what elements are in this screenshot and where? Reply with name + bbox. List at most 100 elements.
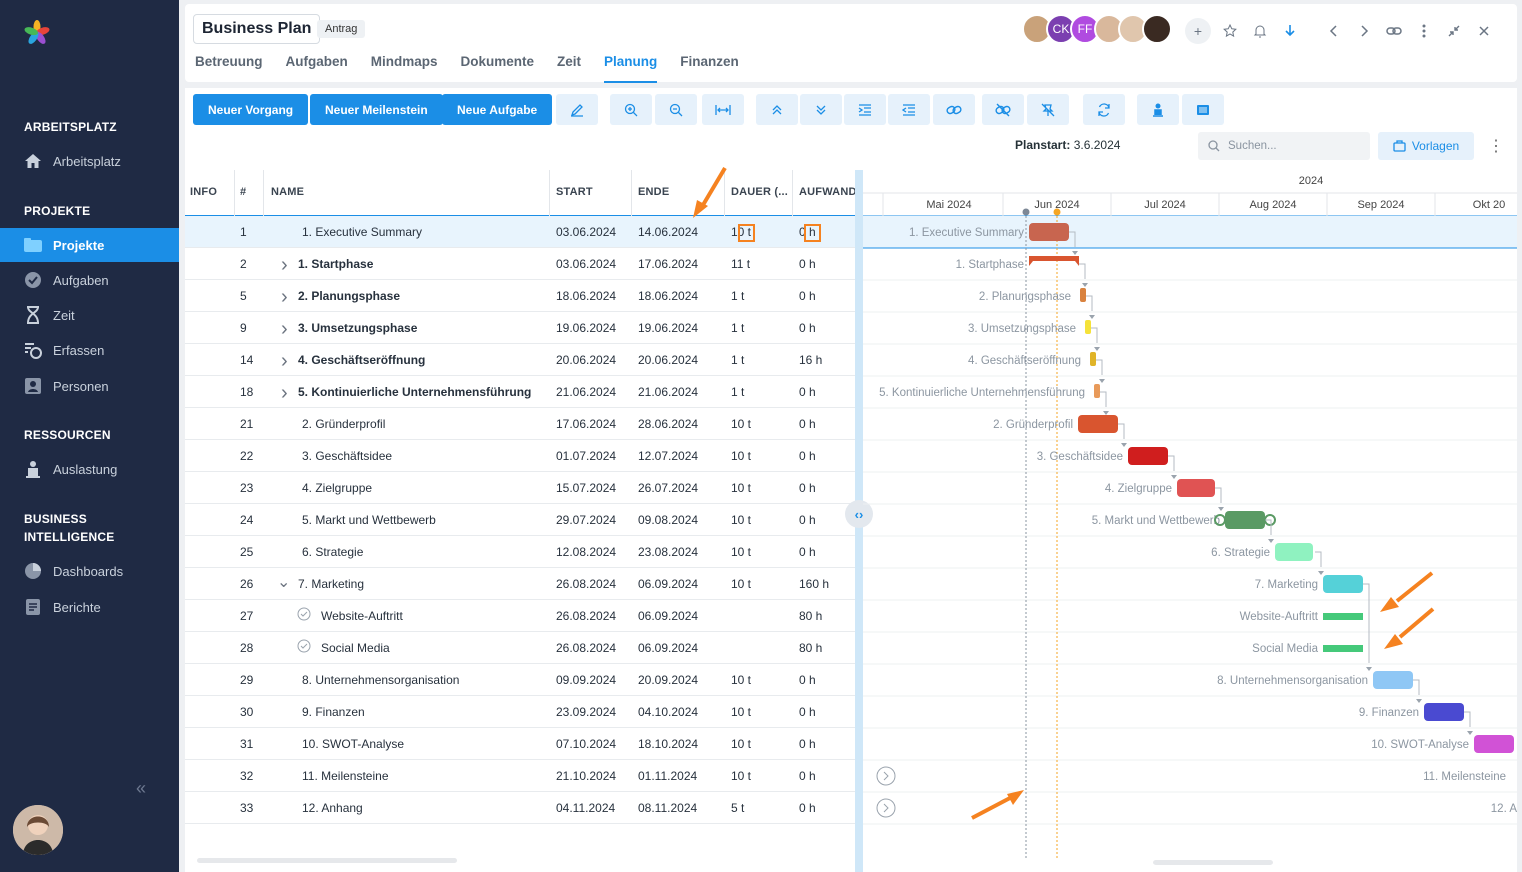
col-start[interactable]: START (556, 186, 593, 198)
chevron-left-icon[interactable] (1323, 20, 1345, 42)
table-row[interactable]: 29 8. Unternehmensorganisation 09.09.2024 2… (185, 664, 855, 696)
table-row[interactable]: 1 1. Executive Summary 03.06.2024 14.06.202… (185, 216, 855, 248)
task-end[interactable]: 20.09.2024 (638, 673, 699, 687)
task-effort[interactable]: 0 h (799, 545, 816, 559)
chevron-right-icon[interactable]: › (281, 382, 288, 404)
resource-view-button[interactable] (1137, 94, 1179, 125)
table-row[interactable]: 18 › 5. Kontinuierliche Unternehmensführun… (185, 376, 855, 408)
task-start[interactable]: 19.06.2024 (556, 321, 617, 335)
table-row[interactable]: 21 2. Gründerprofil 17.06.2024 28.06.2024 10… (185, 408, 855, 440)
tab-finanzen[interactable]: Finanzen (680, 54, 739, 69)
table-row[interactable]: 30 9. Finanzen 23.09.2024 04.10.2024 10 t 0 h (185, 696, 855, 728)
task-start[interactable]: 26.08.2024 (556, 577, 617, 591)
chevron-right-icon[interactable]: › (281, 286, 288, 308)
col-end[interactable]: ENDE (638, 186, 670, 198)
task-effort[interactable]: 0 h (799, 705, 816, 719)
gantt-task-bar[interactable] (1080, 288, 1086, 302)
sidebar-item-arbeitsplatz[interactable]: Arbeitsplatz (0, 144, 179, 178)
refresh-button[interactable] (1083, 94, 1125, 125)
task-duration[interactable]: 10 t (731, 545, 752, 559)
app-logo-icon[interactable] (24, 20, 50, 46)
task-duration[interactable]: 10 t (731, 737, 752, 751)
tab-aufgaben[interactable]: Aufgaben (285, 54, 348, 69)
team-avatar[interactable] (1142, 14, 1172, 44)
task-duration[interactable]: 10 t (731, 577, 752, 591)
task-name[interactable]: 7. Marketing (298, 577, 365, 591)
task-effort[interactable]: 0 h (799, 257, 816, 271)
fit-width-button[interactable] (702, 94, 744, 125)
task-name[interactable]: 5. Kontinuierliche Unternehmensführung (298, 385, 532, 399)
check-circle-icon[interactable] (297, 639, 311, 656)
gantt-task-bar[interactable] (1474, 735, 1514, 753)
grid-scrollbar[interactable] (197, 858, 457, 863)
task-end[interactable]: 06.09.2024 (638, 641, 699, 655)
task-end[interactable]: 18.06.2024 (638, 289, 699, 303)
task-start[interactable]: 21.06.2024 (556, 385, 617, 399)
task-name[interactable]: 1. Startphase (298, 257, 374, 271)
list-view-button[interactable] (1182, 94, 1224, 125)
search-input[interactable]: Suchen... (1198, 132, 1370, 160)
task-duration[interactable]: 5 t (731, 801, 745, 815)
gantt-task-bar[interactable] (1085, 320, 1091, 334)
task-duration[interactable]: 10 t (731, 705, 752, 719)
table-row[interactable]: 22 3. Geschäftsidee 01.07.2024 12.07.2024 10… (185, 440, 855, 472)
zoom-out-button[interactable] (655, 94, 697, 125)
status-badge[interactable]: Antrag (317, 20, 366, 38)
chevron-right-icon[interactable]: › (281, 254, 288, 276)
task-name[interactable]: 11. Meilensteine (302, 769, 389, 783)
task-duration[interactable]: 10 t (731, 449, 752, 463)
sidebar-item-personen[interactable]: Personen (0, 369, 179, 403)
more-options-icon[interactable]: ⋮ (1488, 138, 1504, 155)
task-duration[interactable]: 10 t (731, 481, 752, 495)
collapse-all-button[interactable] (756, 94, 798, 125)
col-number[interactable]: # (240, 186, 247, 198)
gantt-task-bar[interactable] (1275, 543, 1313, 561)
table-row[interactable]: 33 12. Anhang 04.11.2024 08.11.2024 5 t 0 h (185, 792, 855, 824)
link-icon[interactable] (1383, 20, 1405, 42)
tab-dokumente[interactable]: Dokumente (460, 54, 535, 69)
table-row[interactable]: 5 › 2. Planungsphase 18.06.2024 18.06.2024 1 … (185, 280, 855, 312)
task-duration[interactable]: 1 t (731, 321, 745, 335)
download-icon[interactable] (1279, 20, 1301, 42)
table-row[interactable]: 32 11. Meilensteine 21.10.2024 01.11.2024 10… (185, 760, 855, 792)
task-name[interactable]: 6. Strategie (302, 545, 364, 559)
new-task-button[interactable]: Neuer Vorgang (193, 94, 309, 125)
gantt-task-bar[interactable] (1424, 703, 1464, 721)
task-start[interactable]: 12.08.2024 (556, 545, 617, 559)
task-start[interactable]: 26.08.2024 (556, 609, 617, 623)
task-duration[interactable]: 10 t (731, 513, 752, 527)
task-effort[interactable]: 0 h (799, 513, 816, 527)
task-effort[interactable]: 0 h (799, 289, 816, 303)
gantt-task-bar[interactable] (1029, 223, 1069, 241)
indent-button[interactable] (844, 94, 886, 125)
task-start[interactable]: 04.11.2024 (556, 801, 616, 815)
gantt-task-bar[interactable] (1225, 511, 1265, 529)
task-effort[interactable]: 80 h (799, 609, 823, 623)
task-start[interactable]: 20.06.2024 (556, 353, 617, 367)
task-effort[interactable]: 16 h (799, 353, 823, 367)
gantt-scrollbar[interactable] (1153, 860, 1273, 865)
task-name[interactable]: Social Media (321, 641, 390, 655)
new-milestone-button[interactable]: Neuer Meilenstein (310, 94, 443, 125)
task-start[interactable]: 01.07.2024 (556, 449, 617, 463)
task-effort[interactable]: 0 h (799, 673, 816, 687)
task-effort[interactable]: 0 h (799, 225, 816, 239)
outdent-button[interactable] (888, 94, 930, 125)
check-circle-icon[interactable] (297, 607, 311, 624)
task-effort[interactable]: 0 h (799, 737, 816, 751)
task-start[interactable]: 07.10.2024 (556, 737, 617, 751)
col-info[interactable]: INFO (190, 186, 218, 198)
task-start[interactable]: 23.09.2024 (556, 705, 617, 719)
link-tasks-button[interactable] (933, 94, 975, 125)
scroll-to-task-icon[interactable] (876, 766, 896, 786)
task-duration[interactable]: 1 t (731, 385, 745, 399)
task-start[interactable]: 21.10.2024 (556, 769, 617, 783)
sidebar-item-auslastung[interactable]: Auslastung (0, 452, 179, 486)
table-row[interactable]: 23 4. Zielgruppe 15.07.2024 26.07.2024 10 t 0… (185, 472, 855, 504)
task-effort[interactable]: 80 h (799, 641, 823, 655)
table-row[interactable]: 2 › 1. Startphase 03.06.2024 17.06.2024 11 t 0… (185, 248, 855, 280)
task-effort[interactable]: 0 h (799, 769, 816, 783)
task-name[interactable]: 4. Geschäftseröffnung (298, 353, 426, 367)
task-effort[interactable]: 0 h (799, 417, 816, 431)
task-end[interactable]: 20.06.2024 (638, 353, 699, 367)
